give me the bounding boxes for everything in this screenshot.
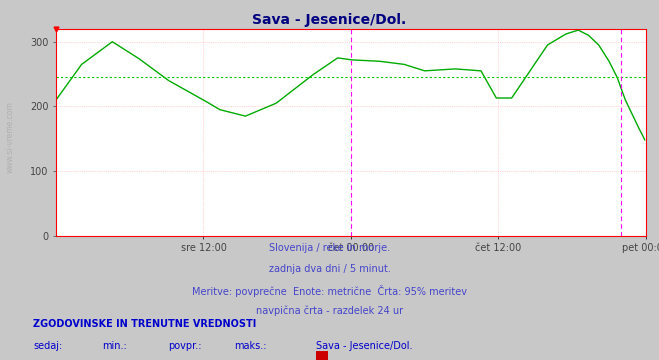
Text: min.:: min.: — [102, 341, 127, 351]
Text: Sava - Jesenice/Dol.: Sava - Jesenice/Dol. — [316, 341, 413, 351]
Text: Sava - Jesenice/Dol.: Sava - Jesenice/Dol. — [252, 13, 407, 27]
Text: zadnja dva dni / 5 minut.: zadnja dva dni / 5 minut. — [269, 264, 390, 274]
Text: www.si-vreme.com: www.si-vreme.com — [5, 101, 14, 173]
Text: povpr.:: povpr.: — [168, 341, 202, 351]
Text: Slovenija / reke in morje.: Slovenija / reke in morje. — [269, 243, 390, 253]
Text: navpična črta - razdelek 24 ur: navpična črta - razdelek 24 ur — [256, 306, 403, 316]
Text: sedaj:: sedaj: — [33, 341, 62, 351]
Text: maks.:: maks.: — [234, 341, 266, 351]
Text: Meritve: povprečne  Enote: metrične  Črta: 95% meritev: Meritve: povprečne Enote: metrične Črta:… — [192, 285, 467, 297]
Text: ZGODOVINSKE IN TRENUTNE VREDNOSTI: ZGODOVINSKE IN TRENUTNE VREDNOSTI — [33, 319, 256, 329]
